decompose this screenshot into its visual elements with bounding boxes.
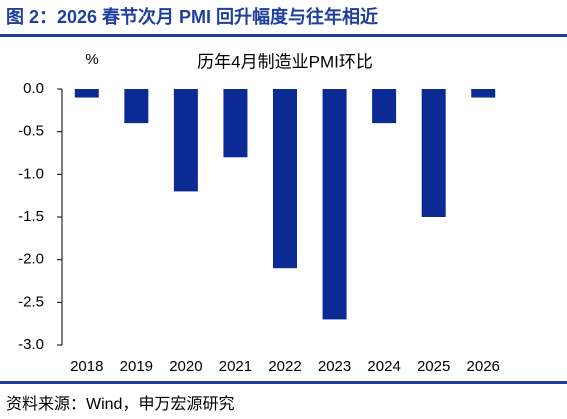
y-tick-label: -3.0 xyxy=(18,336,44,353)
y-unit: % xyxy=(85,51,98,68)
chart-title: 历年4月制造业PMI环比 xyxy=(197,52,373,71)
bar xyxy=(421,89,446,217)
x-tick-label: 2025 xyxy=(417,358,450,375)
source: 资料来源：Wind，申万宏源研究 xyxy=(6,395,234,413)
x-tick-label: 2026 xyxy=(467,358,500,375)
y-tick-label: -0.5 xyxy=(18,123,44,140)
y-tick-label: -2.5 xyxy=(18,293,44,310)
bar xyxy=(273,89,297,269)
bar xyxy=(471,89,496,98)
x-tick-label: 2022 xyxy=(268,358,301,375)
bar xyxy=(74,89,99,98)
bar xyxy=(223,89,248,158)
bar xyxy=(124,89,149,124)
x-tick-label: 2018 xyxy=(70,358,103,375)
x-tick-label: 2024 xyxy=(367,358,400,375)
y-tick-label: -1.0 xyxy=(18,165,44,182)
bar xyxy=(372,89,397,124)
x-tick-label: 2023 xyxy=(318,358,351,375)
bar xyxy=(173,89,198,192)
x-tick-label: 2021 xyxy=(219,358,252,375)
figure-title: 图 2：2026 春节次月 PMI 回升幅度与往年相近 xyxy=(6,6,378,27)
y-tick-label: -1.5 xyxy=(18,208,44,225)
x-tick-label: 2020 xyxy=(169,358,202,375)
x-tick-label: 2019 xyxy=(120,358,153,375)
footer-rule xyxy=(0,381,567,384)
bar xyxy=(322,89,347,320)
title-rule xyxy=(0,34,567,37)
y-tick-label: 0.0 xyxy=(23,80,44,97)
y-tick-label: -2.0 xyxy=(18,251,44,268)
